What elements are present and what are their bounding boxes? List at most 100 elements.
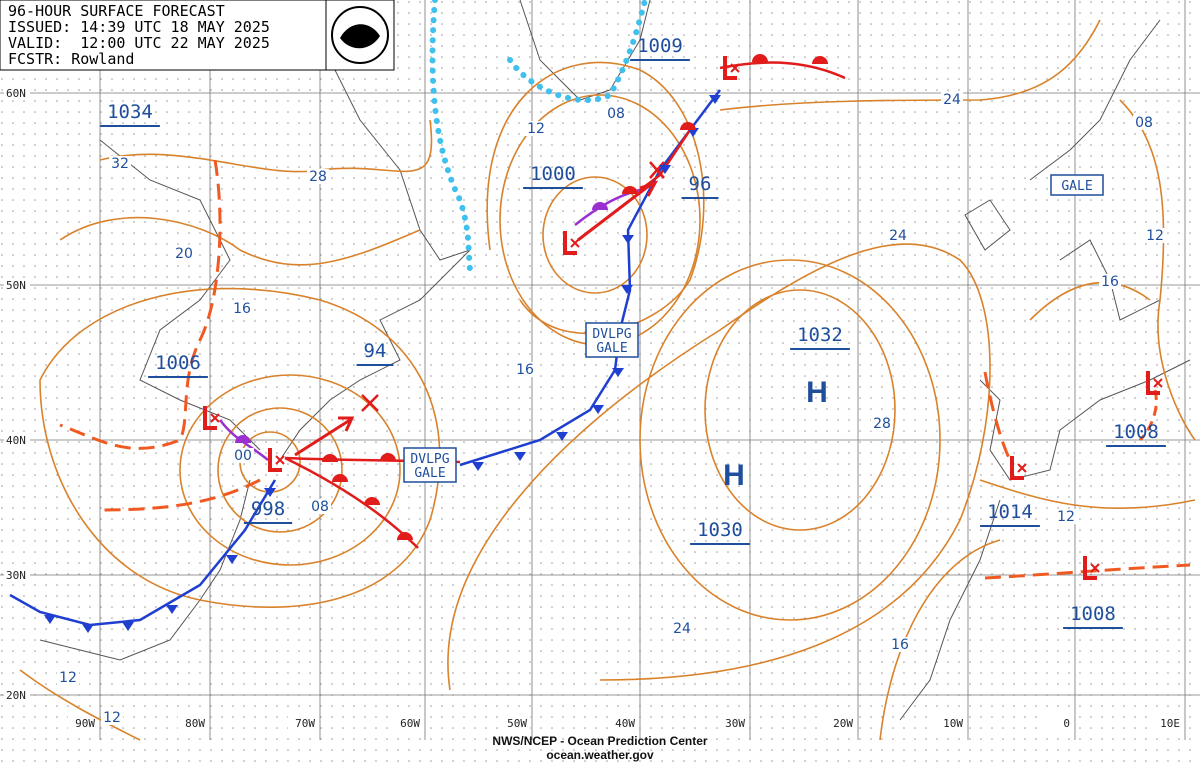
low-x <box>210 413 220 423</box>
high-center: H <box>806 376 828 409</box>
footer-line: NWS/NCEP - Ocean Prediction Center <box>492 734 707 748</box>
cold-front-triangle <box>472 462 484 471</box>
longitude-label-bg <box>393 716 423 730</box>
cold-front-triangle <box>514 452 526 461</box>
cold-front-triangle <box>226 555 238 564</box>
warning-text: GALE <box>414 466 445 481</box>
warning-text: DVLPG <box>592 327 631 342</box>
warning-box <box>403 447 457 483</box>
isobar-label-bg <box>231 301 253 316</box>
isobar-label: 28 <box>873 416 891 432</box>
isobar-label-bg <box>232 448 254 463</box>
isobar-label: 12 <box>527 121 545 137</box>
warm-front-semicircle <box>364 497 380 505</box>
cold-front-triangle <box>622 235 634 244</box>
header-box: 96-HOUR SURFACE FORECAST ISSUED: 14:39 U… <box>0 0 395 71</box>
longitude-label: 30W <box>725 717 745 730</box>
low-x <box>275 455 285 465</box>
latitude-label-bg <box>4 278 30 291</box>
longitude-label-bg <box>500 716 530 730</box>
isobar-label-bg <box>514 362 536 377</box>
isobar-label: 16 <box>516 362 534 378</box>
warm-front-semicircle <box>812 56 828 64</box>
longitude-label: 50W <box>507 717 527 730</box>
isobar-label-bg <box>1144 228 1166 243</box>
isobar-label-bg <box>887 228 909 243</box>
isobar-label: 12 <box>1057 509 1075 525</box>
latitude-label-bg <box>4 688 30 701</box>
header-line: 96-HOUR SURFACE FORECAST <box>8 2 225 20</box>
isobar-label-bg <box>1055 509 1077 524</box>
longitude-label-bg <box>826 716 856 730</box>
low-symbol <box>1083 556 1097 580</box>
longitude-label: 60W <box>400 717 420 730</box>
warm-front-semicircle <box>622 186 638 194</box>
cold-front-triangle <box>592 405 604 414</box>
header-line: ISSUED: 14:39 UTC 18 MAY 2025 <box>8 18 270 36</box>
isobar-label-bg <box>309 499 331 514</box>
isobar-label-bg <box>941 92 963 107</box>
longitude-label-bg <box>1043 716 1073 730</box>
isobar-label: 28 <box>309 169 327 185</box>
warning-box <box>1050 174 1104 196</box>
pressure-label: 1008 <box>1070 603 1116 625</box>
isobars <box>19 19 1196 741</box>
longitude-label-bg <box>936 716 966 730</box>
warm-front-semicircle <box>752 54 768 62</box>
low-symbol <box>1146 371 1160 395</box>
latitude-label: 60N <box>6 87 26 100</box>
pressure-label: 1000 <box>530 163 576 185</box>
isobar-label-bg <box>109 156 131 171</box>
cold-front-triangle <box>659 165 671 174</box>
troughs <box>59 159 1191 580</box>
longitude-label-bg <box>1153 716 1183 730</box>
coastlines <box>39 0 1191 721</box>
pressure-label: 1030 <box>697 519 743 541</box>
isobar-label: 16 <box>891 637 909 653</box>
isobar-label: 08 <box>607 106 625 122</box>
cold-front-triangle <box>44 615 56 624</box>
warning-text: DVLPG <box>410 452 449 467</box>
isobar-label-bg <box>671 621 693 636</box>
longitude-label: 20W <box>833 717 853 730</box>
pressure-label: 94 <box>364 340 387 362</box>
isobar-label-bg <box>173 246 195 261</box>
longitude-label-bg <box>68 716 98 730</box>
warm-front-semicircle <box>322 454 338 462</box>
latitude-label-bg <box>4 568 30 581</box>
occluded-front-symbol <box>592 202 608 210</box>
latitude-label: 50N <box>6 279 26 292</box>
longitude-label-bg <box>178 716 208 730</box>
lat-lon-grid: 60N 50N 40N 30N 20N 90W 80W 70W 60W 50W 40W 30W 20W 1… <box>0 0 1200 740</box>
cold-front-triangle <box>612 368 624 377</box>
longitude-label: 10E <box>1160 717 1180 730</box>
header-background <box>0 0 327 71</box>
pressure-label: 1006 <box>155 352 201 374</box>
low-x <box>1153 378 1163 388</box>
low-x <box>1017 463 1027 473</box>
cold-front-triangle <box>556 432 568 441</box>
latitude-label: 40N <box>6 434 26 447</box>
isobar-label: 24 <box>889 228 907 244</box>
cold-front-triangle <box>621 285 633 294</box>
low-x <box>570 238 580 248</box>
isobar-label: 32 <box>111 156 129 172</box>
latitude-label: 30N <box>6 569 26 582</box>
isobar-label: 16 <box>233 301 251 317</box>
warm-front-semicircle <box>397 532 413 540</box>
longitude-label: 70W <box>295 717 315 730</box>
longitude-label-bg <box>288 716 318 730</box>
isobar-label: 00 <box>234 448 252 464</box>
isobar-label-bg <box>605 106 627 121</box>
low-symbol <box>563 231 577 255</box>
cold-front-triangle <box>709 95 721 104</box>
isobar-label-bg <box>1133 115 1155 130</box>
pressure-label: 1014 <box>987 501 1033 523</box>
pressure-label: 1032 <box>797 324 843 346</box>
warning-text: GALE <box>596 341 627 356</box>
pressure-label: 998 <box>251 498 285 520</box>
header-line: FCSTR: Rowland <box>8 50 134 68</box>
high-center: H <box>723 459 745 492</box>
